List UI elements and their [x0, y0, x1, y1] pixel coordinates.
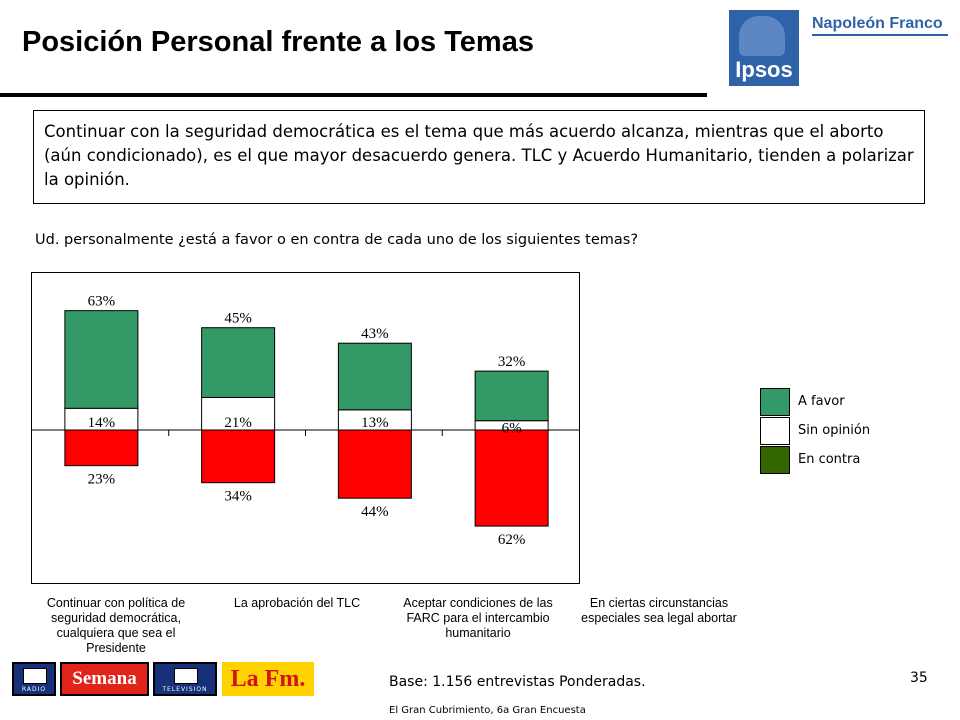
label-contra-2: 44% [361, 504, 389, 520]
semana-logo: Semana [60, 662, 149, 696]
label-favor-0: 63% [88, 294, 116, 310]
bar-favor-1 [201, 327, 276, 398]
rcn-mark-icon [174, 668, 198, 684]
ipsos-logo: Ipsos [729, 10, 799, 86]
legend-swatch-favor [760, 388, 790, 416]
bar-favor-0 [64, 310, 139, 409]
bar-contra-3 [474, 429, 549, 527]
label-favor-1: 45% [224, 311, 252, 327]
bar-contra-1 [201, 429, 276, 484]
source-note: El Gran Cubrimiento, 6a Gran Encuesta [389, 705, 586, 716]
category-label-aborto: En ciertas circunstancias especiales sea… [581, 596, 737, 625]
ipsos-face-icon [739, 16, 785, 56]
partner-logo-underline [812, 34, 948, 36]
legend-item-favor: A favor [760, 388, 920, 416]
label-sin-opinion-0: 14% [88, 415, 116, 431]
rcn-tv-text: TELEVISION [162, 686, 208, 693]
label-contra-1: 34% [224, 489, 252, 505]
category-label-tlc: La aprobación del TLC [233, 596, 361, 610]
ipsos-logo-text: Ipsos [735, 57, 793, 82]
label-favor-3: 32% [498, 354, 526, 370]
summary-box: Continuar con la seguridad democrática e… [33, 110, 925, 204]
label-sin-opinion-1: 21% [224, 415, 252, 431]
bar-contra-2 [337, 429, 412, 499]
rcn-tv-logo: TELEVISION [153, 662, 217, 696]
rcn-mark-icon [23, 668, 47, 684]
page-title: Posición Personal frente a los Temas [22, 26, 534, 58]
bar-favor-3 [474, 370, 549, 422]
label-favor-2: 43% [361, 326, 389, 342]
label-sin-opinion-3: 6% [502, 421, 522, 437]
legend-item-contra: En contra [760, 446, 920, 474]
label-sin-opinion-2: 13% [361, 415, 389, 431]
rcn-radio-text: RADIO [21, 686, 47, 693]
label-contra-0: 23% [88, 472, 116, 488]
rcn-radio-logo: RADIO [12, 662, 56, 696]
legend-item-sin-opinion: Sin opinión [760, 417, 920, 445]
bar-favor-2 [337, 342, 412, 411]
survey-question: Ud. personalmente ¿está a favor o en con… [35, 232, 639, 248]
base-note: Base: 1.156 entrevistas Ponderadas. [389, 674, 646, 690]
bar-sin-opinion-1 [201, 396, 276, 431]
legend-swatch-sin-opinion [760, 417, 790, 445]
title-underline [0, 93, 707, 97]
legend-label-favor: A favor [798, 394, 845, 409]
label-contra-3: 62% [498, 532, 526, 548]
bar-contra-0 [64, 429, 139, 467]
legend-label-sin-opinion: Sin opinión [798, 423, 871, 438]
category-label-farc: Aceptar condiciones de las FARC para el … [403, 596, 553, 640]
partner-logo: Napoleón Franco [812, 15, 943, 32]
category-label-seguridad: Continuar con política de seguridad demo… [46, 596, 186, 655]
legend-swatch-contra [760, 446, 790, 474]
legend-label-contra: En contra [798, 452, 861, 467]
page-number: 35 [910, 670, 928, 686]
chart-frame [31, 272, 580, 584]
lafm-logo: La Fm. [222, 662, 314, 696]
